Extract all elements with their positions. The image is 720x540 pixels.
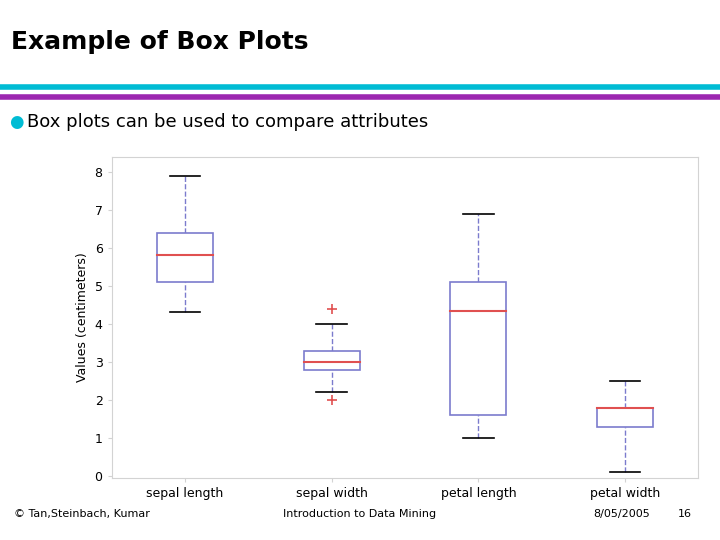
Bar <box>157 233 213 282</box>
Text: Box plots can be used to compare attributes: Box plots can be used to compare attribu… <box>27 113 428 131</box>
Text: ●: ● <box>9 113 24 131</box>
Bar <box>451 282 506 415</box>
Text: Introduction to Data Mining: Introduction to Data Mining <box>284 509 436 519</box>
Text: Example of Box Plots: Example of Box Plots <box>11 30 308 53</box>
Text: © Tan,Steinbach, Kumar: © Tan,Steinbach, Kumar <box>14 509 150 519</box>
Text: 8/05/2005: 8/05/2005 <box>593 509 649 519</box>
Bar <box>597 408 653 427</box>
Bar <box>304 350 359 369</box>
Text: 16: 16 <box>678 509 692 519</box>
Y-axis label: Values (centimeters): Values (centimeters) <box>76 252 89 382</box>
